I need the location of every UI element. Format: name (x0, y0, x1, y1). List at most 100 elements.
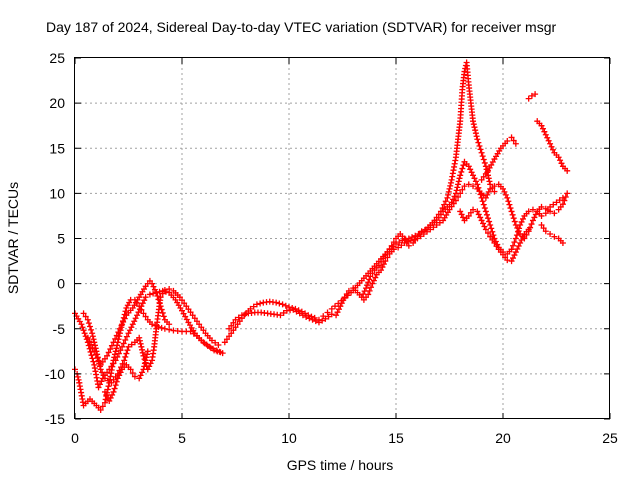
series-track-7 (226, 306, 335, 332)
data-point (436, 219, 443, 226)
data-point (542, 205, 549, 212)
data-point (461, 183, 468, 190)
data-point (153, 289, 160, 296)
data-point (459, 165, 466, 172)
data-point (363, 285, 370, 292)
data-point (112, 335, 119, 342)
data-point (369, 280, 376, 287)
data-point (137, 340, 144, 347)
data-point (515, 243, 522, 250)
data-point (139, 346, 146, 353)
data-point (490, 232, 497, 239)
data-point (491, 240, 498, 247)
data-point (96, 381, 103, 388)
data-point (219, 350, 226, 357)
data-point (544, 134, 551, 141)
data-point (97, 406, 104, 413)
data-point (395, 244, 402, 251)
data-point (467, 209, 474, 216)
data-point (230, 319, 237, 326)
data-point (123, 350, 130, 357)
data-point (91, 339, 98, 346)
data-point (482, 170, 489, 177)
data-point (107, 346, 114, 353)
data-point (137, 372, 144, 379)
data-point (158, 324, 165, 331)
data-point (151, 286, 158, 293)
data-point (142, 294, 149, 301)
data-point (179, 297, 185, 304)
chart-title: Day 187 of 2024, Sidereal Day-to-day VTE… (46, 19, 556, 35)
data-point (370, 277, 377, 284)
data-point (485, 175, 492, 182)
data-point (507, 205, 514, 212)
data-point (460, 162, 467, 169)
data-point (485, 230, 492, 237)
data-point (89, 330, 96, 337)
y-tick-label: 0 (57, 276, 65, 292)
data-point (458, 211, 465, 218)
data-point (161, 325, 168, 332)
y-tick-label: -10 (45, 366, 65, 382)
data-point (303, 314, 310, 321)
data-point (142, 313, 149, 320)
data-point (475, 211, 482, 218)
data-point (454, 184, 461, 191)
data-point (99, 403, 106, 410)
data-point (384, 254, 391, 261)
data-point (542, 131, 549, 138)
data-point (107, 394, 114, 401)
series-track-3 (80, 286, 222, 386)
data-point (334, 309, 341, 316)
data-point (482, 194, 489, 201)
data-point (481, 205, 488, 212)
data-point (100, 372, 107, 379)
data-point (141, 363, 148, 370)
data-point (487, 221, 494, 228)
data-point (491, 183, 498, 190)
data-point (515, 227, 522, 234)
series-track-15 (72, 366, 83, 386)
data-point (477, 191, 484, 198)
data-point (487, 185, 494, 192)
data-point (491, 188, 498, 195)
data-point (309, 316, 316, 323)
data-point (238, 312, 245, 319)
axis-ticks: 0 5 10 15 20 25 -15 -10 -5 0 5 10 15 20 25 (45, 50, 618, 446)
data-point (114, 342, 121, 349)
data-point (109, 391, 116, 398)
data-point (117, 347, 124, 354)
data-point (474, 208, 481, 215)
data-point (455, 181, 462, 188)
data-point (122, 353, 129, 360)
data-point (447, 179, 454, 186)
data-point (88, 326, 95, 333)
data-point (120, 340, 127, 347)
data-point (446, 206, 453, 213)
data-point (511, 252, 518, 259)
data-point (136, 303, 143, 310)
data-point (343, 291, 350, 298)
data-point (200, 327, 207, 334)
data-point (433, 221, 440, 228)
data-point (468, 169, 475, 176)
data-point (105, 377, 112, 384)
data-point (132, 315, 139, 322)
data-point (500, 185, 506, 192)
data-point (115, 329, 122, 336)
data-point (550, 201, 557, 208)
data-point (97, 361, 104, 368)
data-point (221, 339, 228, 346)
data-point (531, 214, 538, 221)
data-point (375, 262, 382, 269)
data-point (88, 341, 95, 348)
grid-lines (75, 58, 610, 419)
data-point (405, 242, 412, 249)
data-point (306, 315, 313, 322)
data-point (365, 279, 372, 286)
data-point (123, 333, 130, 340)
data-point (94, 355, 101, 362)
data-point (216, 348, 223, 355)
data-point (508, 134, 515, 141)
